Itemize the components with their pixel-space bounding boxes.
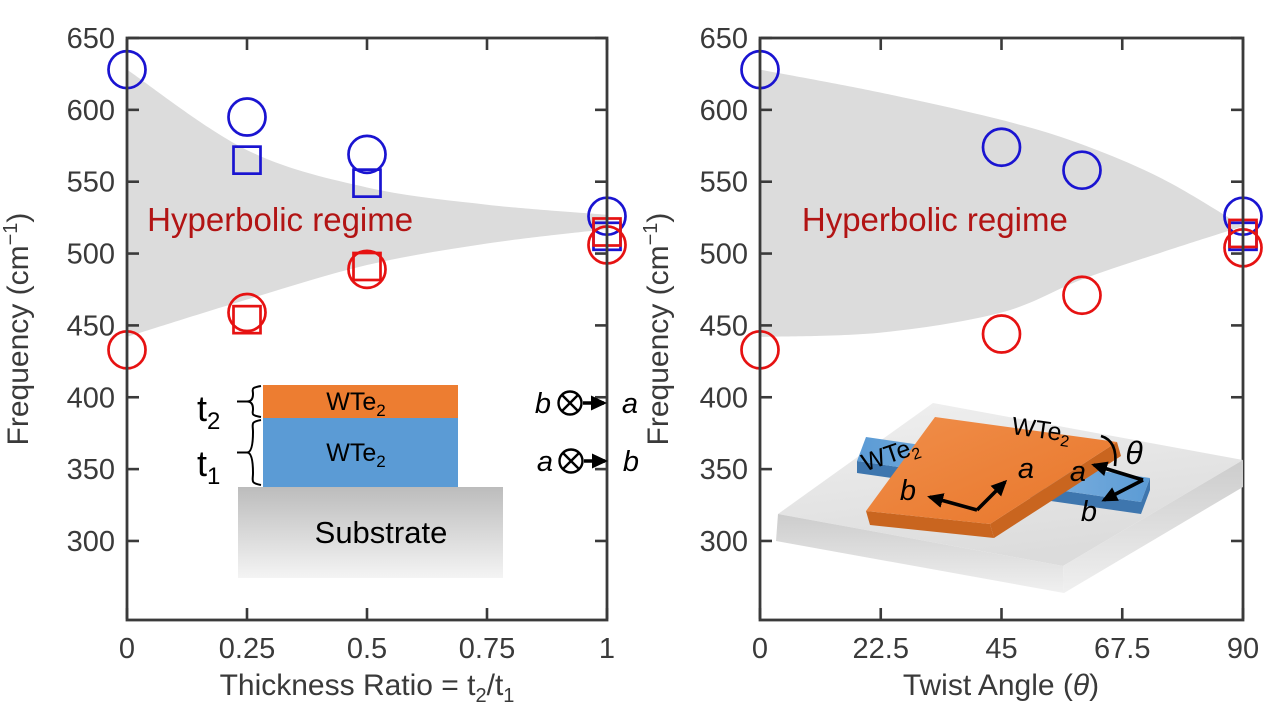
- substrate-block: [238, 487, 503, 578]
- upper-phonon-squares-point: [352, 168, 382, 198]
- x-tick-label: 0: [119, 633, 135, 665]
- t2-thickness-label: t2: [197, 388, 220, 435]
- optic-config-row-1: b a: [535, 388, 638, 420]
- into-page-icon: [557, 390, 583, 416]
- right-inset-twisted-stack: WTe2 WTe2 a b a b θ: [776, 403, 1243, 593]
- right-hyperbolic-regime-label: Hyperbolic regime: [802, 201, 1068, 238]
- left-x-axis-title: Thickness Ratio = t2/t1: [220, 669, 515, 707]
- x-tick-label: 0.5: [347, 633, 387, 665]
- left-y-axis-title: Frequency (cm−1): [0, 213, 35, 446]
- right-y-axis-title: Frequency (cm−1): [640, 213, 675, 446]
- y-tick-label: 450: [67, 310, 115, 342]
- x-tick-label: 90: [1227, 633, 1259, 665]
- upper-phonon-circles-point: [227, 97, 267, 137]
- hyperbolic-region-shading: [127, 69, 607, 337]
- twist-angle-symbol: θ: [1125, 435, 1143, 471]
- left-hyperbolic-regime-label: Hyperbolic regime: [147, 201, 413, 238]
- b-axis-arrow: [927, 493, 978, 512]
- into-page-axis-label: b: [535, 388, 551, 420]
- b-axis-arrow: [1101, 478, 1144, 502]
- a-axis-label: a: [1070, 456, 1086, 488]
- bottom-flake-crystal-axes: a b: [1070, 456, 1144, 528]
- axis-frame: [125, 36, 609, 622]
- y-tick-label: 300: [700, 526, 748, 558]
- y-tick-label: 600: [67, 95, 115, 127]
- lower-phonon-circles-point: [227, 292, 267, 333]
- lower-phonon-circles-point: [981, 314, 1022, 354]
- x-tick-label: 0.25: [219, 633, 275, 665]
- x-tick-label: 45: [985, 633, 1017, 665]
- left-inset-layer-stack: WTe2 WTe2 Substrate t2 t1 b a a b: [197, 385, 639, 578]
- substrate-front-right-face: [1063, 460, 1243, 593]
- substrate-label: Substrate: [315, 515, 448, 550]
- y-tick-label: 650: [700, 23, 748, 55]
- b-axis-label: b: [1081, 496, 1097, 528]
- bottom-layer-material-label: WTe2: [326, 439, 385, 471]
- hyperbolic-region-shading: [760, 69, 1243, 337]
- y-tick-label: 350: [700, 454, 748, 486]
- upper-phonon-circles-point: [1062, 150, 1102, 191]
- t2-brace: [237, 385, 262, 418]
- into-page-axis-label: a: [537, 446, 553, 478]
- lower-phonon-squares-point: [352, 251, 382, 282]
- into-page-icon: [558, 448, 584, 474]
- t1-thickness-label: t1: [197, 443, 220, 490]
- y-tick-label: 550: [67, 167, 115, 199]
- upper-phonon-squares-point: [232, 145, 262, 175]
- y-tick-label: 300: [67, 526, 115, 558]
- a-axis-arrow: [975, 479, 1008, 512]
- top-flake-material-label: WTe2: [1010, 412, 1073, 451]
- y-tick-label: 650: [67, 23, 115, 55]
- optic-config-row-2: a b: [537, 446, 639, 478]
- bottom-flake-right-face: [1141, 478, 1150, 514]
- arrow-axis-label: a: [622, 388, 638, 420]
- y-tick-label: 400: [700, 382, 748, 414]
- t1-brace: [237, 419, 262, 486]
- substrate-front-left-face: [776, 514, 1064, 593]
- twist-angle-arc: [1100, 434, 1117, 467]
- top-flake-crystal-axes: a b: [900, 453, 1034, 512]
- y-tick-label: 350: [67, 454, 115, 486]
- y-tick-label: 450: [700, 310, 748, 342]
- top-wte2-layer: [263, 385, 458, 418]
- lower-phonon-circles-point: [1062, 275, 1102, 316]
- right-x-axis-title: Twist Angle (θ): [903, 669, 1099, 702]
- lower-phonon-squares-point: [232, 304, 262, 335]
- upper-phonon-circles-point: [347, 134, 387, 175]
- a-axis-arrow: [1091, 461, 1144, 482]
- lower-phonon-circles-point: [347, 249, 387, 290]
- upper-phonon-circles-point: [981, 127, 1022, 168]
- x-tick-label: 0: [752, 633, 768, 665]
- x-tick-label: 1: [599, 633, 615, 665]
- y-tick-label: 550: [700, 167, 748, 199]
- x-tick-label: 0.75: [459, 633, 515, 665]
- right-panel: 0 22.5 45 67.5 90 300 350 400 450 500 550 600 650: [700, 23, 1263, 665]
- arrow-axis-label: b: [623, 446, 639, 478]
- y-tick-label: 500: [67, 239, 115, 271]
- b-axis-label: b: [900, 475, 916, 507]
- x-tick-label: 67.5: [1094, 633, 1150, 665]
- top-flake-right-face: [990, 442, 1121, 538]
- left-panel: 0 0.25 0.5 0.75 1 300 350 400 450 500 550 600 650: [67, 23, 627, 665]
- axis-frame: [758, 36, 1245, 622]
- y-tick-label: 600: [700, 95, 748, 127]
- bottom-wte2-layer: [263, 418, 458, 487]
- x-tick-label: 22.5: [853, 633, 909, 665]
- a-axis-label: a: [1018, 453, 1034, 485]
- y-tick-label: 500: [700, 239, 748, 271]
- top-flake-front-face: [866, 511, 994, 538]
- top-layer-material-label: WTe2: [326, 388, 385, 420]
- y-tick-label: 400: [67, 382, 115, 414]
